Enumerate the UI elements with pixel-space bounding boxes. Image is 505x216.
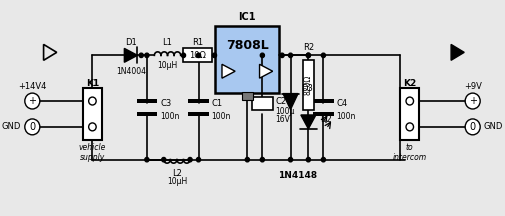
Text: GND: GND <box>2 122 21 131</box>
Circle shape <box>465 93 480 109</box>
Bar <box>183 48 212 62</box>
Circle shape <box>406 97 414 105</box>
Text: L2: L2 <box>172 169 182 178</box>
Bar <box>216 25 279 93</box>
Text: 10μH: 10μH <box>167 177 187 186</box>
Circle shape <box>321 157 325 162</box>
Circle shape <box>188 157 192 162</box>
Circle shape <box>321 53 325 57</box>
Bar <box>252 97 273 110</box>
Circle shape <box>25 119 40 135</box>
Circle shape <box>196 157 200 162</box>
Circle shape <box>307 53 311 57</box>
Text: +: + <box>28 96 36 106</box>
Text: 10μH: 10μH <box>158 61 178 70</box>
Text: 100n: 100n <box>212 112 231 121</box>
Circle shape <box>89 123 96 131</box>
Polygon shape <box>124 48 137 62</box>
Circle shape <box>406 123 414 131</box>
Circle shape <box>25 93 40 109</box>
Text: C4: C4 <box>336 99 347 108</box>
Circle shape <box>89 97 96 105</box>
Polygon shape <box>222 64 235 78</box>
Text: 16V: 16V <box>276 115 290 124</box>
Circle shape <box>245 157 249 162</box>
Text: L1: L1 <box>163 38 173 47</box>
Text: 0: 0 <box>470 122 476 132</box>
Circle shape <box>260 53 265 57</box>
Text: 0: 0 <box>29 122 35 132</box>
Circle shape <box>145 53 149 57</box>
Circle shape <box>307 157 311 162</box>
Text: 100n: 100n <box>336 112 356 121</box>
Bar <box>83 88 102 140</box>
Bar <box>313 113 334 116</box>
Text: 100μ: 100μ <box>276 107 295 116</box>
Text: D3: D3 <box>301 84 313 93</box>
Circle shape <box>145 157 149 162</box>
Polygon shape <box>451 44 464 60</box>
Text: R2: R2 <box>303 43 314 52</box>
Text: +14V4: +14V4 <box>18 82 46 91</box>
Text: IC1: IC1 <box>238 12 256 22</box>
Bar <box>136 98 157 103</box>
Text: +: + <box>469 96 477 106</box>
Text: 1N4004: 1N4004 <box>116 67 146 76</box>
Text: 10Ω: 10Ω <box>189 51 206 60</box>
Circle shape <box>288 157 292 162</box>
Bar <box>313 98 334 103</box>
Text: +9V: +9V <box>464 82 482 91</box>
Circle shape <box>465 119 480 135</box>
Circle shape <box>196 53 200 57</box>
Bar <box>302 60 314 110</box>
Circle shape <box>307 53 311 57</box>
Bar <box>188 113 209 116</box>
Bar <box>136 113 157 116</box>
Polygon shape <box>301 115 316 129</box>
Circle shape <box>213 53 217 57</box>
Text: GND: GND <box>484 122 503 131</box>
Bar <box>188 98 209 103</box>
Text: 820Ω: 820Ω <box>304 75 313 95</box>
Text: C1: C1 <box>212 99 223 108</box>
Circle shape <box>280 53 284 57</box>
Bar <box>400 88 419 140</box>
Polygon shape <box>260 64 273 78</box>
Text: C3: C3 <box>160 99 171 108</box>
Text: R1: R1 <box>192 38 203 47</box>
Text: D2: D2 <box>320 115 331 124</box>
Bar <box>242 92 253 100</box>
Circle shape <box>181 53 185 57</box>
Text: 100n: 100n <box>160 112 179 121</box>
Text: K2: K2 <box>403 79 417 88</box>
Circle shape <box>139 53 143 57</box>
Text: to
intercom: to intercom <box>393 143 427 162</box>
Text: 7808L: 7808L <box>226 39 269 52</box>
Text: 1N4148: 1N4148 <box>278 171 317 180</box>
Circle shape <box>162 157 166 162</box>
Text: C2: C2 <box>276 97 287 106</box>
Circle shape <box>260 157 265 162</box>
Text: D1: D1 <box>125 38 137 47</box>
Polygon shape <box>283 94 298 110</box>
Text: vehicle
supply: vehicle supply <box>79 143 106 162</box>
Text: K1: K1 <box>86 79 99 88</box>
Circle shape <box>288 53 292 57</box>
